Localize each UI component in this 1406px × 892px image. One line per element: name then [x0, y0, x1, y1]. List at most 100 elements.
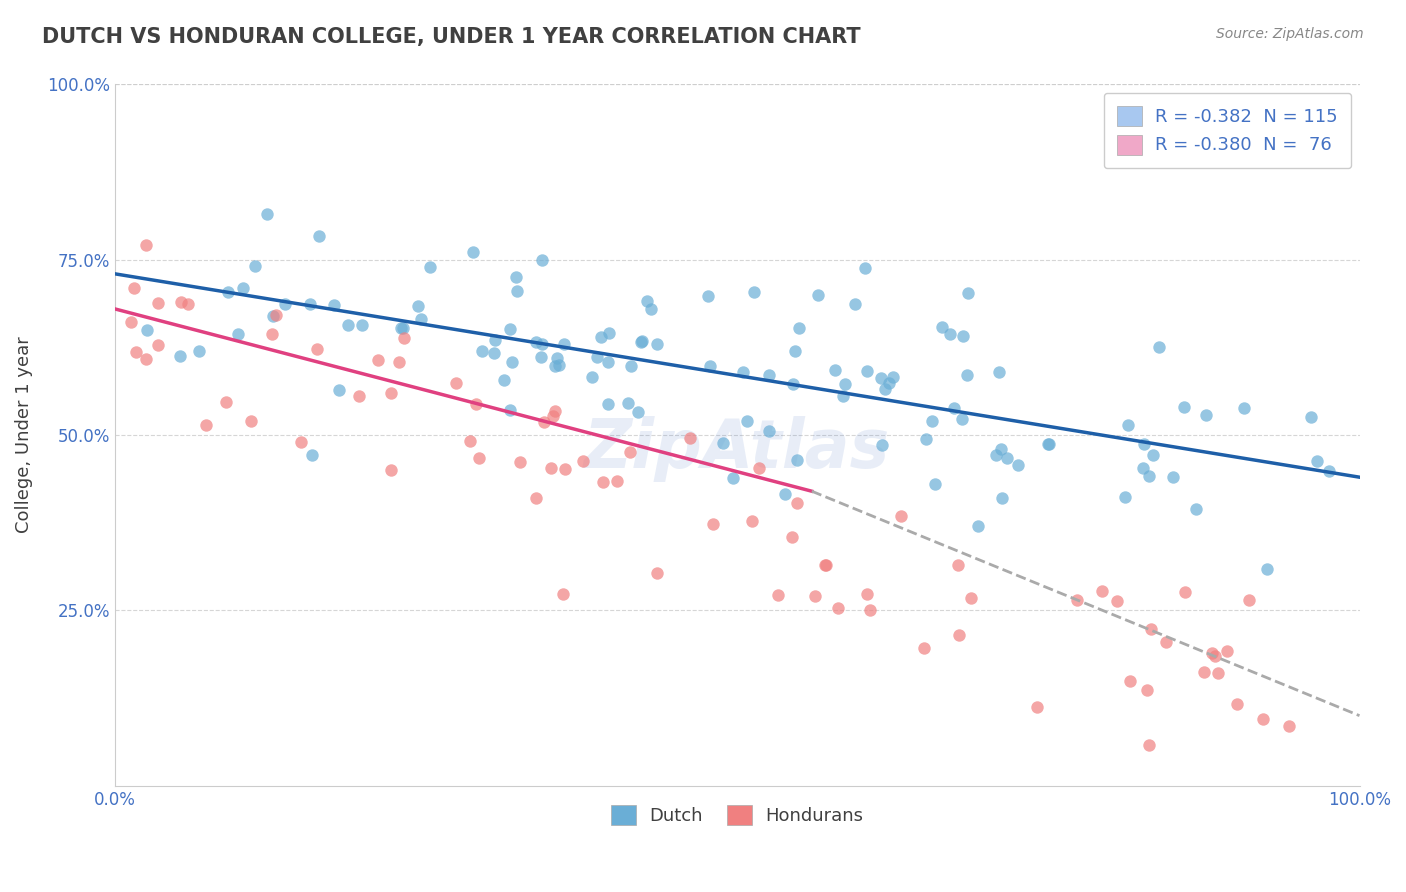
Point: [748, 460, 770, 475]
Point: [1195, 408, 1218, 422]
Point: [585, 350, 607, 364]
Point: [1140, 622, 1163, 636]
Y-axis label: College, Under 1 year: College, Under 1 year: [15, 337, 32, 533]
Point: [1185, 501, 1208, 516]
Point: [950, 412, 973, 426]
Point: [699, 359, 721, 373]
Point: [308, 228, 330, 243]
Point: [1114, 490, 1136, 504]
Point: [780, 530, 803, 544]
Point: [262, 309, 284, 323]
Point: [148, 296, 170, 310]
Point: [991, 491, 1014, 506]
Point: [827, 600, 849, 615]
Point: [1173, 400, 1195, 414]
Point: [484, 334, 506, 348]
Point: [1136, 683, 1159, 698]
Point: [679, 431, 702, 445]
Point: [869, 371, 891, 385]
Point: [1137, 469, 1160, 483]
Point: [645, 336, 668, 351]
Point: [188, 343, 211, 358]
Point: [617, 395, 640, 409]
Point: [530, 252, 553, 267]
Point: [380, 462, 402, 476]
Point: [1317, 464, 1340, 478]
Point: [946, 558, 969, 572]
Point: [766, 588, 789, 602]
Point: [1107, 594, 1129, 608]
Point: [786, 453, 808, 467]
Point: [215, 395, 238, 409]
Point: [1147, 340, 1170, 354]
Point: [984, 448, 1007, 462]
Point: [301, 448, 323, 462]
Point: [465, 397, 488, 411]
Point: [391, 321, 413, 335]
Point: [952, 329, 974, 343]
Point: [786, 496, 808, 510]
Point: [815, 558, 838, 572]
Point: [388, 354, 411, 368]
Point: [305, 342, 328, 356]
Point: [960, 591, 983, 605]
Point: [948, 627, 970, 641]
Point: [858, 602, 880, 616]
Point: [290, 434, 312, 449]
Point: [419, 260, 441, 274]
Point: [146, 338, 169, 352]
Point: [336, 318, 359, 332]
Point: [1301, 410, 1323, 425]
Point: [939, 326, 962, 341]
Point: [931, 320, 953, 334]
Point: [814, 558, 837, 573]
Point: [274, 297, 297, 311]
Point: [1132, 460, 1154, 475]
Point: [1206, 665, 1229, 680]
Point: [631, 334, 654, 348]
Point: [544, 359, 567, 374]
Point: [1201, 646, 1223, 660]
Point: [619, 444, 641, 458]
Point: [1119, 673, 1142, 688]
Point: [471, 344, 494, 359]
Point: [853, 260, 876, 275]
Point: [782, 377, 804, 392]
Point: [406, 299, 429, 313]
Point: [789, 321, 811, 335]
Point: [169, 349, 191, 363]
Point: [596, 355, 619, 369]
Point: [956, 368, 979, 383]
Point: [844, 297, 866, 311]
Point: [721, 471, 744, 485]
Point: [870, 437, 893, 451]
Point: [957, 285, 980, 300]
Point: [554, 462, 576, 476]
Point: [921, 414, 943, 428]
Point: [322, 298, 344, 312]
Point: [735, 414, 758, 428]
Point: [741, 515, 763, 529]
Point: [1133, 436, 1156, 450]
Point: [544, 403, 567, 417]
Point: [1025, 700, 1047, 714]
Point: [461, 244, 484, 259]
Point: [572, 453, 595, 467]
Point: [494, 373, 516, 387]
Point: [1226, 697, 1249, 711]
Point: [1233, 401, 1256, 416]
Point: [711, 436, 734, 450]
Point: [877, 376, 900, 390]
Point: [890, 508, 912, 523]
Point: [1306, 454, 1329, 468]
Point: [135, 323, 157, 337]
Point: [1278, 719, 1301, 733]
Point: [1216, 644, 1239, 658]
Text: ZipAtlas: ZipAtlas: [583, 417, 890, 483]
Point: [506, 284, 529, 298]
Point: [551, 587, 574, 601]
Point: [1036, 437, 1059, 451]
Point: [592, 475, 614, 489]
Point: [505, 270, 527, 285]
Point: [135, 351, 157, 366]
